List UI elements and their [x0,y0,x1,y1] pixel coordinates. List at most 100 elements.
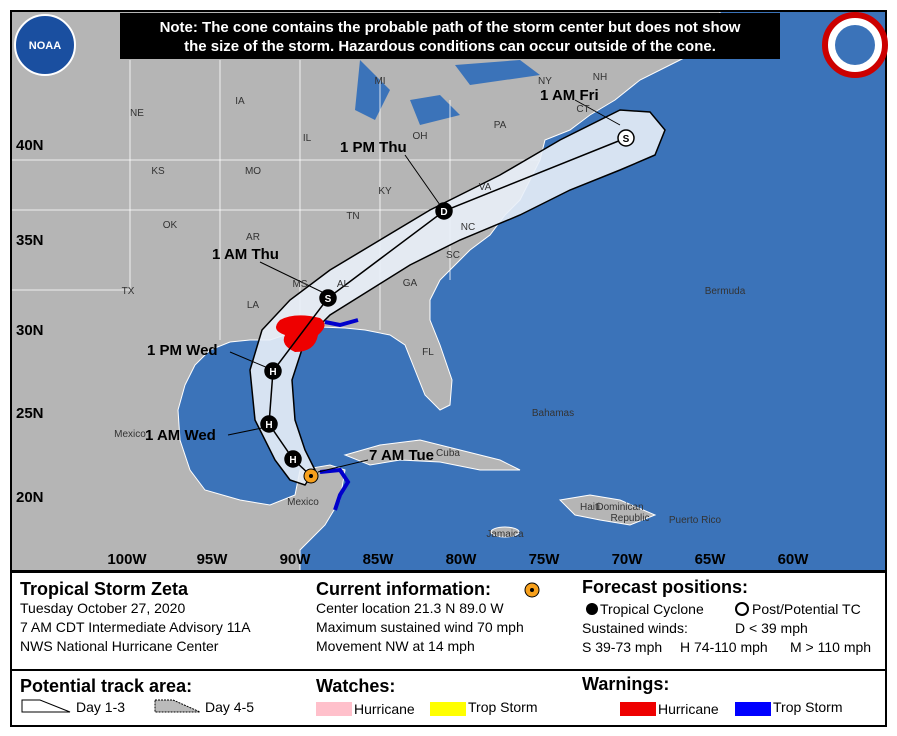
place-label: Republic [611,513,650,524]
lon-label: 90W [280,551,312,568]
place-label: KS [151,166,165,177]
place-label: NH [593,72,607,83]
forecast-point [617,129,635,147]
lon-label: 80W [446,551,478,568]
lat-label: 20N [16,489,44,506]
forecast-point [260,415,278,433]
lon-label: 85W [363,551,395,568]
lat-label: 30N [16,322,44,339]
point-symbol: H [265,420,272,431]
lon-label: 65W [695,551,727,568]
movement: Movement NW at 14 mph [316,638,475,654]
place-label: Mexico [114,429,146,440]
watch-hurricane: Hurricane [354,701,415,717]
place-label: LA [247,300,260,311]
forecast-point [284,450,302,468]
advisory: 7 AM CDT Intermediate Advisory 11A [20,619,251,635]
lon-label: 75W [529,551,561,568]
tc-icon [586,603,598,615]
winds-label: Sustained winds: [582,620,688,636]
point-symbol: D [440,207,447,218]
storm-warning [324,318,359,328]
place-label: Jamaica [486,529,524,540]
forecast-title: Forecast positions: [582,577,748,597]
place-label: KY [378,186,392,197]
wind-h: H 74-110 mph [680,639,768,655]
jamaica [490,526,520,538]
post-icon [735,602,749,616]
place-label: AL [337,279,350,290]
hurricane-warning-swatch [620,702,656,716]
lon-label: 95W [197,551,229,568]
wind-s: S 39-73 mph [582,639,662,655]
day13-icon [21,699,71,713]
note: Note: The cone contains the probable pat… [160,19,741,36]
point-symbol: H [269,367,276,378]
day45-icon [154,699,201,713]
place-label: NY [538,76,552,87]
place-label: Haiti [580,502,600,513]
place-label: VA [479,182,492,193]
warn-hurricane: Hurricane [658,701,719,717]
place-label: Bahamas [532,408,574,419]
wind: Maximum sustained wind 70 mph [316,619,524,635]
borders [11,60,540,340]
forecast-label: 1 AM Thu [212,246,279,263]
place-label: TN [346,211,359,222]
track-title: Potential track area: [20,676,192,696]
point-symbol: S [623,134,630,145]
current-title: Current information: [316,579,491,599]
place-label: TX [122,286,135,297]
lat-label: 25N [16,405,44,422]
place-label: Puerto Rico [669,515,722,526]
noaa-logo [14,14,76,76]
leader-lines [227,99,621,473]
lat-label: 35N [16,232,44,249]
place-label: NC [461,222,475,233]
lon-label: 70W [612,551,644,568]
forecast-label: 1 AM Fri [540,87,599,104]
point-symbol: S [325,294,332,305]
place-label: OH [413,131,428,142]
nws-logo [835,25,875,65]
current-icon [530,588,534,592]
place-label: SC [446,250,460,261]
place-label: Bermuda [705,286,746,297]
place-label: FL [422,347,434,358]
place-label: OK [163,220,178,231]
place-label: Cuba [436,448,460,459]
storm-date: Tuesday October 27, 2020 [20,600,185,616]
watch-storm: Trop Storm [468,699,538,715]
note-box [120,13,780,59]
storm-warning [319,467,351,511]
day13: Day 1-3 [76,699,125,715]
forecast-point [319,289,337,307]
place-label: MO [245,166,261,177]
wind-d: D < 39 mph [735,620,808,636]
place-label: GA [403,278,418,289]
place-label: MI [374,76,385,87]
great-lakes [355,60,540,125]
place-label: PA [494,120,507,131]
forecast-point [264,362,282,380]
point-symbol: H [289,455,296,466]
forecast-label: 7 AM Tue [369,447,434,464]
forecast-label: 1 AM Wed [145,427,216,444]
cuba [343,439,521,471]
watches-title: Watches: [316,676,395,696]
day45: Day 4-5 [205,699,254,715]
forecast-label: 1 PM Wed [147,342,218,359]
place-label: CT [576,104,589,115]
place-label: IA [235,96,245,107]
lon-label: 100W [107,551,147,568]
lon-label: 60W [778,551,810,568]
lat-label: 40N [16,137,44,154]
place-label: AR [246,232,260,243]
forecast-point [435,202,453,220]
source: NWS National Hurricane Center [20,638,219,654]
hurricane-watch-swatch [316,702,352,716]
storm-watch-swatch [430,702,466,716]
logo-text: NOAA [29,40,61,52]
forecast-label: 1 PM Thu [340,139,407,156]
